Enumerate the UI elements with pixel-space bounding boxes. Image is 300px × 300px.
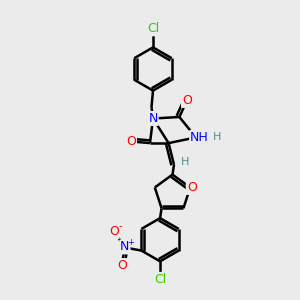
Text: -: - xyxy=(119,221,122,232)
Text: Cl: Cl xyxy=(154,273,166,286)
Text: O: O xyxy=(182,94,192,107)
Text: N: N xyxy=(120,240,130,254)
Text: +: + xyxy=(127,238,134,247)
Text: O: O xyxy=(109,225,119,238)
Text: O: O xyxy=(117,259,127,272)
Text: H: H xyxy=(213,132,222,142)
Text: Cl: Cl xyxy=(147,22,159,35)
Text: O: O xyxy=(126,135,136,148)
Text: N: N xyxy=(148,112,158,125)
Text: H: H xyxy=(181,157,190,167)
Text: O: O xyxy=(187,181,196,194)
Text: NH: NH xyxy=(190,131,209,144)
